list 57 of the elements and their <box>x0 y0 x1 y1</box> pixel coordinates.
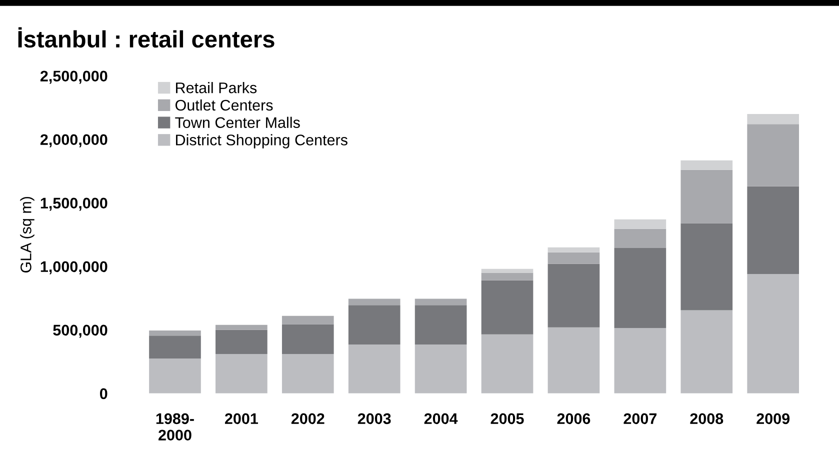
bar <box>680 170 733 224</box>
bar <box>216 330 268 354</box>
x-tick-label: 2002 <box>291 413 324 424</box>
bar <box>414 305 467 345</box>
bar <box>614 228 666 248</box>
bar <box>149 336 201 358</box>
chart-title: İstanbul : retail centers <box>18 27 274 48</box>
legend-label: Retail Parks <box>176 82 257 94</box>
x-tick-label: 2006 <box>557 413 590 424</box>
x-tick-label: 2004 <box>424 413 458 424</box>
bar <box>548 247 600 252</box>
legend-label: Outlet Centers <box>176 99 273 111</box>
bar <box>348 298 400 306</box>
bar <box>414 298 467 306</box>
bar <box>747 124 799 186</box>
x-tick-label: 2001 <box>224 413 258 424</box>
bar <box>348 344 400 394</box>
x-tick-label: 1989- 2000 <box>156 413 194 441</box>
bar <box>614 248 666 328</box>
y-tick-label: 2,000,000 <box>40 134 108 148</box>
bar <box>680 160 733 170</box>
legend-label: Town Center Malls <box>175 116 300 128</box>
bar <box>481 334 534 394</box>
y-tick-label: 0 <box>100 388 108 400</box>
bar <box>481 280 534 334</box>
x-tick-label: 2007 <box>624 413 656 424</box>
bar <box>282 316 334 324</box>
x-tick-label: 2003 <box>358 413 391 424</box>
bar <box>348 305 400 345</box>
x-tick-label: 2009 <box>756 413 790 424</box>
bar <box>747 186 799 274</box>
y-tick-label: 500,000 <box>53 324 108 338</box>
bar <box>548 252 600 264</box>
y-tick-label: 1,000,000 <box>40 261 108 274</box>
y-tick-label: 2,500,000 <box>40 70 108 84</box>
bar <box>414 344 467 394</box>
legend-label: District Shopping Centers <box>176 134 348 148</box>
bar <box>216 324 268 330</box>
bar <box>680 310 733 394</box>
y-axis-title: GLA (sq m) <box>20 196 34 272</box>
x-tick-label: 2008 <box>690 413 724 424</box>
x-tick-label: 2005 <box>490 413 524 424</box>
bar <box>481 272 534 280</box>
bar <box>282 324 334 354</box>
bar <box>747 114 799 124</box>
bar <box>149 358 201 394</box>
bar <box>149 330 201 336</box>
bar <box>747 274 799 394</box>
y-tick-label: 1,500,000 <box>40 198 108 211</box>
bar <box>216 354 268 394</box>
bar <box>548 327 600 394</box>
bar <box>614 328 666 394</box>
bar <box>282 354 334 394</box>
bar <box>481 268 534 273</box>
bar <box>614 219 666 229</box>
bar <box>680 223 733 310</box>
bar <box>548 264 600 328</box>
